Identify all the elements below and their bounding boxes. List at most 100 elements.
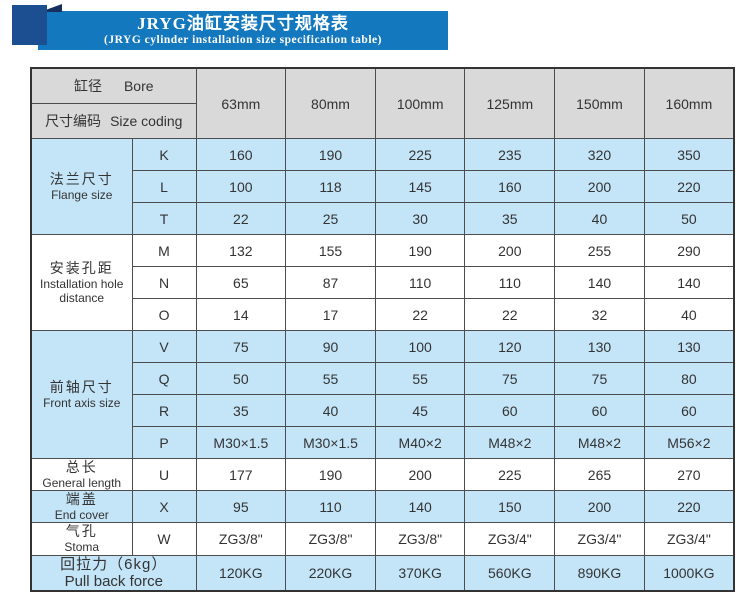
value-cell: 132 — [195, 234, 287, 267]
value-cell: 190 — [374, 234, 466, 267]
col-header: 125mm — [464, 67, 556, 139]
group-label-zh: 法兰尺寸 — [49, 170, 114, 187]
value-cell: 200 — [374, 457, 466, 492]
value-cell: 130 — [554, 330, 645, 363]
value-cell: ZG3/4" — [554, 522, 645, 556]
group-label-en: Stoma — [64, 540, 100, 555]
value-cell: 25 — [285, 202, 376, 235]
value-cell: 40 — [643, 298, 735, 331]
group-label-en: Installation hole distance — [40, 276, 124, 305]
row-code: Q — [131, 362, 197, 395]
corner-cell-bore: 缸径 Bore — [30, 67, 197, 104]
value-cell: 22 — [464, 298, 556, 331]
table-row-O: O 14 17 22 22 32 40 — [31, 298, 735, 331]
value-cell: 35 — [464, 202, 556, 235]
col-header: 63mm — [195, 67, 287, 139]
group-label-en: Front axis size — [43, 395, 121, 410]
value-cell: 40 — [554, 202, 645, 235]
value-cell: 65 — [195, 266, 287, 299]
group-label-en: Flange size — [51, 187, 113, 202]
corner-sizecoding-en: Size coding — [110, 113, 183, 129]
row-code: X — [131, 490, 197, 524]
value-cell: 110 — [285, 490, 376, 524]
value-cell: 1000KG — [643, 554, 735, 592]
col-header: 160mm — [643, 67, 735, 139]
table-row-U: 总长 General length U 177 190 200 225 265 … — [30, 457, 735, 492]
group-label-installation-hole-distance: 安装孔距 Installation hole distance — [30, 234, 133, 331]
value-cell: 35 — [195, 394, 287, 427]
value-cell: 118 — [285, 170, 376, 203]
value-cell: 110 — [464, 266, 556, 299]
page-subtitle: (JRYG cylinder installation size specifi… — [104, 34, 382, 46]
row-code: K — [131, 138, 197, 171]
group-label-stoma: 气孔 Stoma — [30, 522, 133, 556]
value-cell: ZG3/4" — [643, 522, 735, 556]
value-cell: 225 — [374, 138, 466, 171]
header-row-1: 缸径 Bore 63mm 80mm 100mm 125mm 150mm 160mm — [30, 67, 735, 139]
value-cell: 120 — [464, 330, 556, 363]
table-row-W: 气孔 Stoma W ZG3/8" ZG3/8" ZG3/8" ZG3/4" Z… — [30, 522, 735, 556]
table-row-X: 端盖 End cover X 95 110 140 150 200 220 — [30, 490, 735, 524]
value-cell: 140 — [554, 266, 645, 299]
page-title: JRYG油缸安装尺寸规格表 — [137, 14, 349, 33]
group-label-en: Pull back force — [64, 572, 163, 590]
row-code: V — [131, 330, 197, 363]
row-code: U — [131, 457, 197, 492]
value-cell: 60 — [464, 394, 556, 427]
value-cell: 560KG — [464, 554, 556, 592]
table-row-T: T 22 25 30 35 40 50 — [31, 202, 735, 235]
value-cell: 50 — [195, 362, 287, 395]
value-cell: M48×2 — [554, 426, 645, 459]
title-banner: JRYG油缸安装尺寸规格表 (JRYG cylinder installatio… — [38, 11, 448, 50]
value-cell: 55 — [374, 362, 466, 395]
value-cell: 320 — [554, 138, 645, 171]
value-cell: M48×2 — [464, 426, 556, 459]
group-label-zh: 端盖 — [65, 491, 98, 508]
col-header: 80mm — [285, 67, 376, 139]
banner-fold-triangle — [40, 4, 62, 12]
value-cell: M56×2 — [643, 426, 735, 459]
group-label-flange-size: 法兰尺寸 Flange size — [30, 138, 133, 235]
value-cell: 55 — [285, 362, 376, 395]
value-cell: 190 — [285, 138, 376, 171]
value-cell: 95 — [195, 490, 287, 524]
value-cell: 220 — [643, 490, 735, 524]
row-code: W — [131, 522, 197, 556]
row-code: O — [131, 298, 197, 331]
value-cell: ZG3/4" — [464, 522, 556, 556]
value-cell: 225 — [464, 457, 556, 492]
value-cell: 200 — [554, 490, 645, 524]
header-row-2: 尺寸编码 Size coding — [30, 103, 734, 139]
group-label-en: End cover — [54, 507, 109, 522]
value-cell: ZG3/8" — [374, 522, 466, 556]
group-label-front-axis-size: 前轴尺寸 Front axis size — [30, 330, 133, 459]
value-cell: 22 — [195, 202, 287, 235]
value-cell: 160 — [464, 170, 556, 203]
value-cell: 200 — [464, 234, 556, 267]
value-cell: 145 — [374, 170, 466, 203]
value-cell: M40×2 — [374, 426, 466, 459]
value-cell: 50 — [643, 202, 735, 235]
group-label-zh: 总长 — [65, 459, 98, 475]
row-code: T — [131, 202, 197, 235]
value-cell: 155 — [285, 234, 376, 267]
value-cell: M30×1.5 — [195, 426, 287, 459]
row-code: M — [131, 234, 197, 267]
row-code: P — [131, 426, 197, 459]
row-code: N — [131, 266, 197, 299]
table-row-P: P M30×1.5 M30×1.5 M40×2 M48×2 M48×2 M56×… — [31, 426, 735, 459]
value-cell: 265 — [554, 457, 645, 492]
value-cell: 75 — [195, 330, 287, 363]
value-cell: 190 — [285, 457, 376, 492]
value-cell: 220KG — [285, 554, 376, 592]
table-row-M: 安装孔距 Installation hole distance M 132 15… — [30, 234, 735, 331]
value-cell: 270 — [643, 457, 735, 492]
value-cell: 90 — [285, 330, 376, 363]
value-cell: 255 — [554, 234, 645, 267]
group-label-zh: 回拉力（6kg） — [60, 555, 168, 573]
group-label-zh: 气孔 — [65, 523, 98, 540]
value-cell: 350 — [643, 138, 735, 171]
value-cell: 290 — [643, 234, 735, 267]
value-cell: 110 — [374, 266, 466, 299]
value-cell: 60 — [643, 394, 735, 427]
